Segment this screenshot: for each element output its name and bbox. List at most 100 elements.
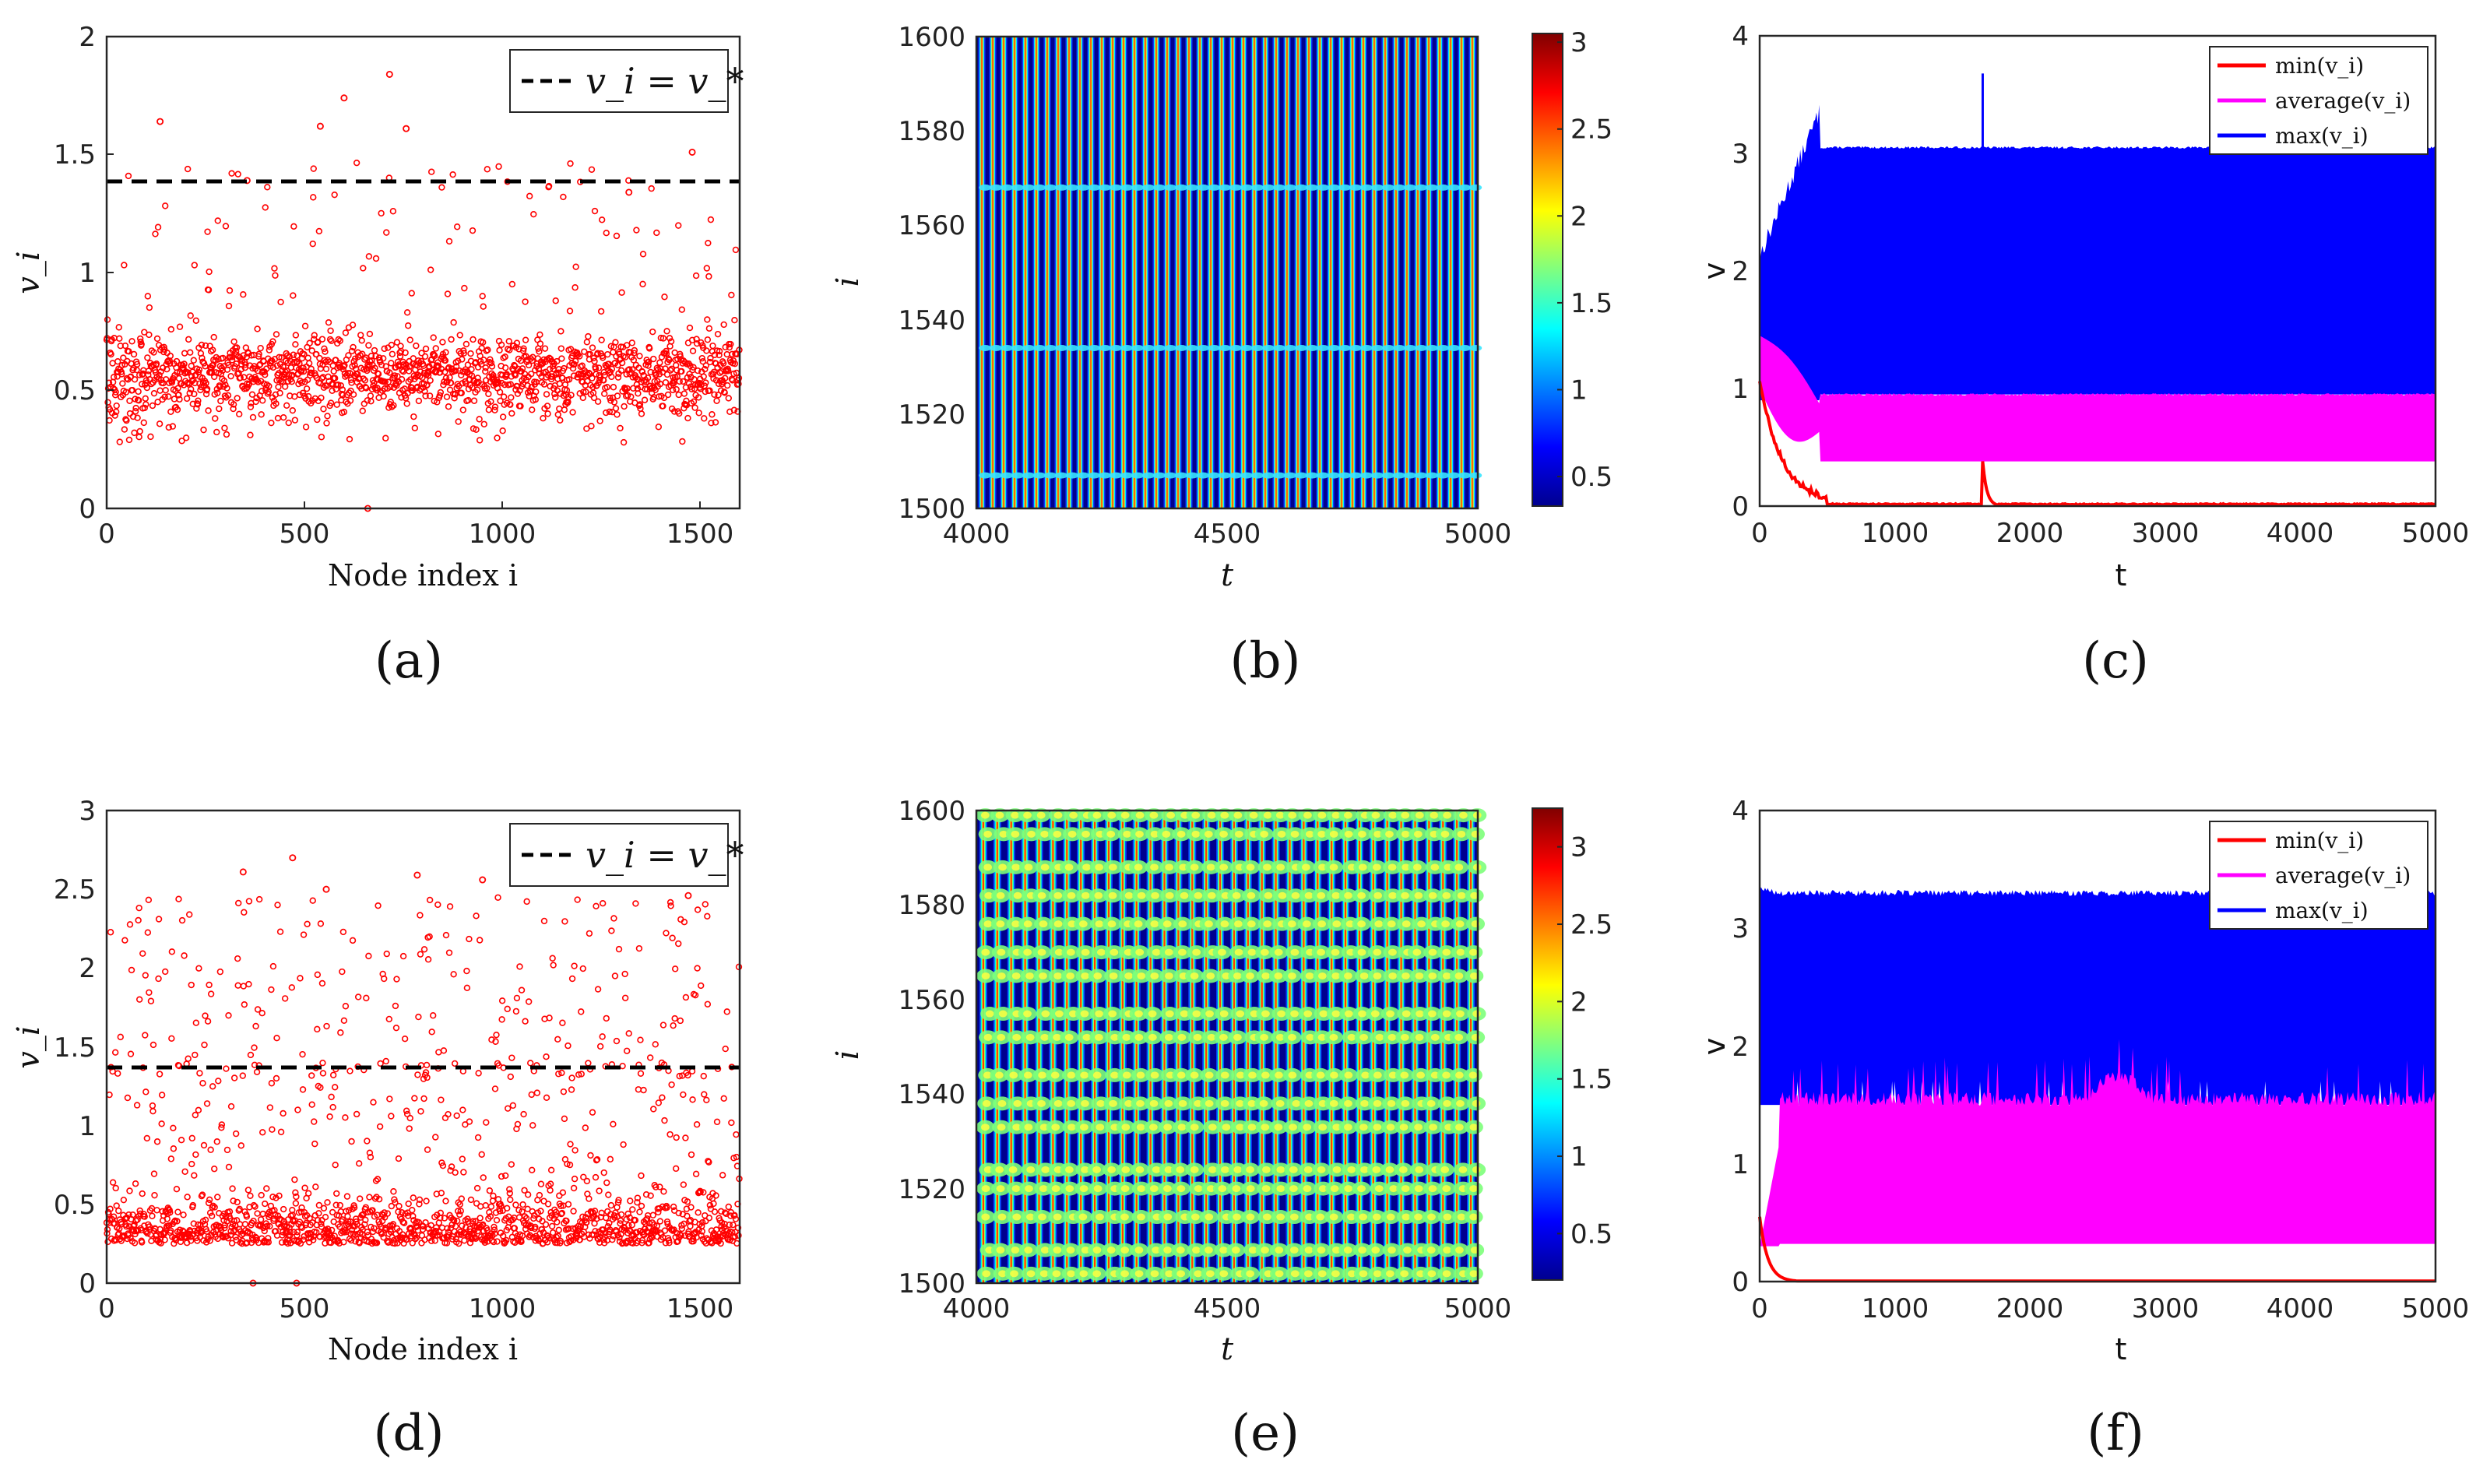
scatter-point — [345, 1207, 353, 1214]
heatmap-defect-core — [1303, 1185, 1312, 1193]
y-tick-label: 1.5 — [54, 139, 96, 171]
scatter-point — [568, 392, 575, 399]
heatmap-wavefront — [1275, 37, 1278, 508]
heatmap-defect — [1295, 184, 1308, 191]
scatter-point — [195, 1106, 202, 1114]
scatter-point — [388, 1113, 395, 1120]
heatmap-defect-core — [1275, 1071, 1283, 1079]
scatter-point — [508, 410, 515, 417]
heatmap-defect-core — [1288, 1071, 1297, 1079]
scatter-point — [608, 365, 616, 373]
heatmap-wavefront — [1107, 811, 1110, 1283]
scatter-point — [710, 1200, 717, 1208]
heatmap-defect-core — [981, 1185, 990, 1193]
scatter-point — [473, 426, 480, 433]
scatter-point — [456, 1211, 463, 1218]
scatter-point — [125, 436, 133, 444]
scatter-point — [735, 1232, 742, 1239]
y-tick-label: 4 — [1732, 21, 1749, 52]
heatmap-wavefront — [1285, 37, 1289, 508]
scatter-point — [251, 1203, 258, 1210]
scatter-point — [167, 325, 175, 333]
series-min-line — [1758, 381, 2436, 507]
scatter-point — [322, 1240, 329, 1247]
scatter-point — [566, 308, 574, 315]
scatter-point — [638, 1202, 645, 1210]
heatmap-defect-core — [1208, 1166, 1217, 1173]
scatter-point — [606, 408, 614, 415]
scatter-point — [565, 1225, 572, 1233]
heatmap-defect-core — [1094, 1033, 1103, 1041]
scatter-point — [513, 339, 521, 346]
heatmap-defect-core — [980, 811, 990, 819]
heatmap-defect — [1033, 184, 1046, 191]
scatter-point — [120, 354, 127, 361]
heatmap-defect-core — [1416, 1071, 1426, 1079]
scatter-outlier — [688, 148, 696, 156]
scatter-point — [382, 378, 389, 385]
scatter-point — [142, 1032, 149, 1039]
scatter-point — [324, 1199, 331, 1206]
scatter-point — [704, 1000, 712, 1008]
scatter-point — [249, 413, 257, 421]
scatter-point — [264, 184, 271, 191]
scatter-point — [192, 317, 200, 325]
heatmap-defect-core — [1190, 1166, 1199, 1173]
heatmap-defect-core — [1010, 1270, 1018, 1278]
scatter-point — [501, 381, 508, 389]
heatmap-wavefront — [1405, 37, 1409, 508]
scatter-point — [438, 1190, 445, 1197]
scatter-point — [684, 1071, 691, 1079]
scatter-point — [233, 344, 241, 351]
heatmap-defect-core — [1162, 830, 1171, 838]
heatmap-wavefront — [980, 37, 983, 508]
heatmap-defect-core — [1359, 1124, 1368, 1131]
scatter-point — [628, 339, 635, 346]
scatter-point — [688, 1151, 695, 1159]
scatter-point — [490, 371, 497, 379]
scatter-point — [443, 1240, 451, 1247]
heatmap-defect-core — [1261, 948, 1269, 956]
colorbar-tick-label: 1.5 — [1570, 288, 1613, 319]
panel-c: 0 1 2 3 4 0 1000 2000 3000 4000 5000 t v… — [1697, 21, 2469, 690]
scatter-point — [143, 384, 151, 392]
scatter-point — [156, 420, 164, 427]
heatmap-defect-core — [1120, 811, 1130, 819]
scatter-point — [132, 408, 139, 415]
heatmap-defect — [1284, 184, 1297, 191]
legend-label-d: v_i = v_* — [586, 834, 744, 876]
scatter-point — [650, 1106, 657, 1113]
scatter-point — [315, 1210, 322, 1217]
heatmap-defect-core — [1054, 948, 1064, 956]
heatmap-defect-core — [996, 920, 1005, 928]
heatmap-defect-core — [1347, 1033, 1356, 1041]
scatter-point — [407, 376, 414, 383]
scatter-point — [192, 1051, 199, 1059]
heatmap-defect — [1066, 472, 1079, 479]
scatter-point — [578, 1071, 585, 1078]
scatter-point — [638, 1172, 645, 1180]
heatmap-defect-core — [1120, 1247, 1130, 1254]
scatter-point — [647, 368, 654, 376]
scatter-point — [191, 262, 199, 269]
heatmap-defect-core — [1276, 1185, 1285, 1193]
heatmap-defect-core — [1386, 1010, 1394, 1018]
scatter-point — [251, 1061, 258, 1069]
scatter-point — [546, 1015, 553, 1022]
scatter-point — [165, 393, 172, 400]
heatmap-defect-core — [1427, 1213, 1436, 1221]
scatter-point — [453, 1112, 460, 1120]
scatter-point — [420, 946, 428, 953]
scatter-point — [113, 402, 120, 410]
scatter-point — [412, 1236, 419, 1243]
scatter-point — [133, 1102, 141, 1109]
scatter-point — [473, 913, 480, 920]
scatter-point — [207, 1146, 214, 1153]
heatmap-defect — [1447, 344, 1461, 351]
scatter-point — [319, 1059, 326, 1067]
heatmap-defect-core — [1290, 1010, 1299, 1018]
scatter-point — [460, 350, 468, 357]
scatter-point — [709, 342, 716, 350]
scatter-point — [237, 374, 244, 382]
heatmap-defect-core — [1263, 811, 1272, 819]
